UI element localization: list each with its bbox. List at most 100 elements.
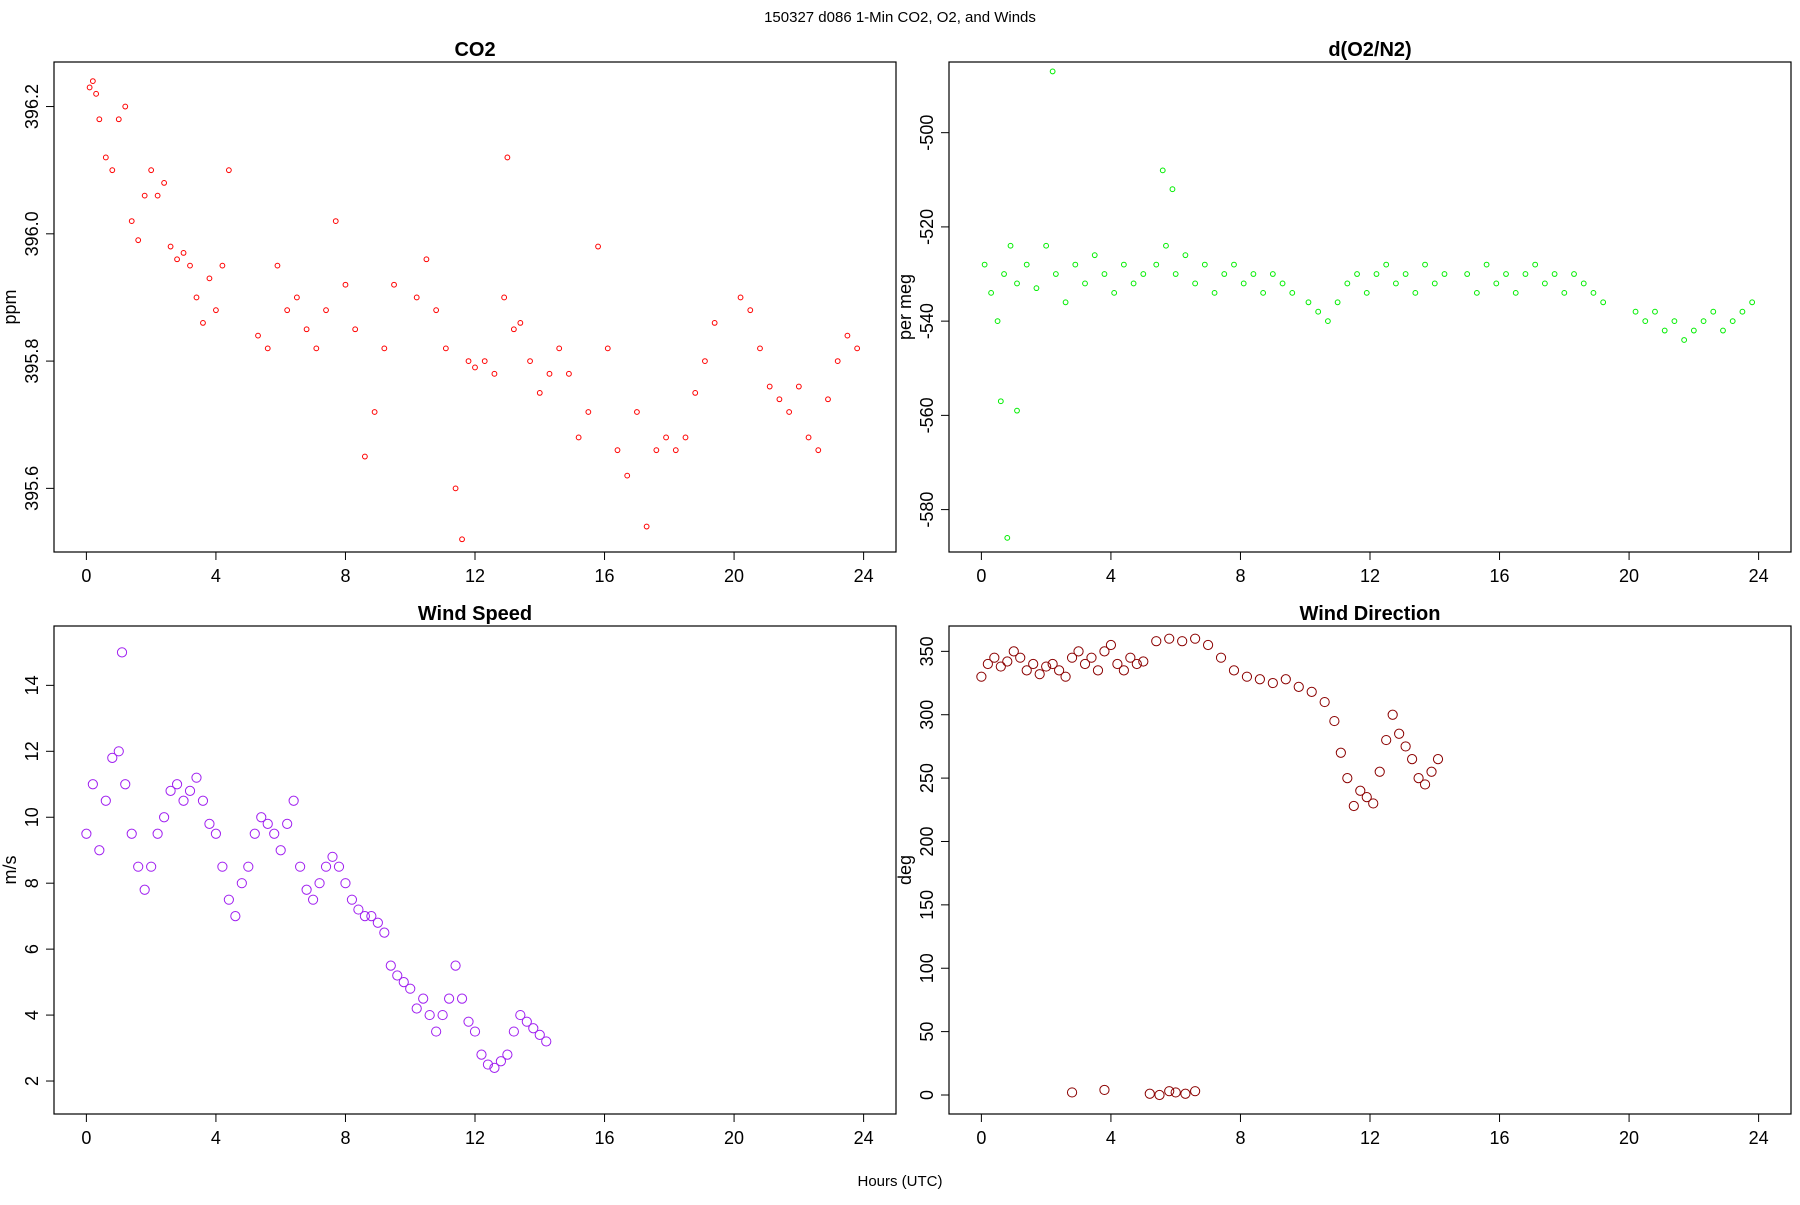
data-point bbox=[504, 154, 511, 161]
data-point bbox=[1066, 1087, 1078, 1098]
data-point bbox=[1269, 271, 1276, 277]
data-point bbox=[1407, 753, 1418, 765]
data-point bbox=[976, 671, 987, 682]
data-point bbox=[1413, 773, 1424, 784]
data-point bbox=[100, 795, 111, 806]
data-point bbox=[413, 294, 420, 301]
x-tick-label: 24 bbox=[854, 1128, 874, 1148]
data-point bbox=[1004, 534, 1011, 541]
data-point bbox=[995, 661, 1006, 672]
data-point bbox=[989, 652, 1000, 663]
data-point bbox=[210, 828, 222, 839]
x-tick-label: 20 bbox=[724, 1128, 744, 1148]
x-tick-label: 8 bbox=[340, 566, 350, 586]
data-point bbox=[165, 785, 176, 796]
data-points bbox=[976, 633, 1444, 1101]
data-point bbox=[274, 262, 281, 269]
data-point bbox=[1144, 1088, 1155, 1099]
data-point bbox=[1394, 728, 1405, 739]
data-point bbox=[361, 453, 368, 460]
data-point bbox=[1522, 271, 1529, 277]
data-point bbox=[702, 358, 708, 364]
data-point bbox=[1007, 242, 1014, 249]
data-point bbox=[1182, 252, 1189, 259]
data-point bbox=[1151, 636, 1162, 647]
y-axis-label: m/s bbox=[0, 856, 20, 885]
data-point bbox=[1551, 271, 1558, 277]
chart-o2: d(O2/N2) 0 4 8 12 16 20 24 -580 -560 -540 -520 -500 p… bbox=[895, 39, 1792, 586]
data-point bbox=[1402, 271, 1409, 277]
chart-title: Wind Direction bbox=[1300, 603, 1441, 625]
y-tick-label: 395.8 bbox=[22, 339, 42, 384]
data-point bbox=[481, 358, 488, 364]
x-tick-label: 4 bbox=[1106, 566, 1116, 586]
y-tick-label: -560 bbox=[917, 397, 937, 433]
y-tick-label: 395.6 bbox=[22, 466, 42, 511]
data-point bbox=[249, 828, 260, 839]
data-point bbox=[223, 894, 234, 905]
data-point bbox=[256, 812, 267, 823]
data-point bbox=[1383, 261, 1390, 268]
chart-title: d(O2/N2) bbox=[1328, 39, 1411, 61]
data-point bbox=[1164, 1086, 1175, 1097]
y-axis-label: deg bbox=[895, 855, 915, 885]
y-tick-label: 12 bbox=[22, 741, 42, 761]
data-point bbox=[398, 977, 409, 988]
data-point bbox=[1001, 271, 1007, 277]
data-point bbox=[1180, 1088, 1191, 1099]
data-point bbox=[1034, 669, 1045, 680]
data-point bbox=[711, 320, 718, 326]
data-point bbox=[113, 746, 124, 757]
data-point bbox=[1319, 696, 1330, 708]
data-point bbox=[411, 1003, 422, 1014]
data-point bbox=[1532, 261, 1539, 268]
data-point bbox=[988, 289, 994, 296]
data-point bbox=[275, 845, 286, 856]
data-point bbox=[191, 772, 202, 783]
x-tick-label: 4 bbox=[1106, 1128, 1116, 1148]
data-point bbox=[1334, 299, 1341, 306]
data-point bbox=[1363, 289, 1370, 296]
data-point bbox=[346, 894, 358, 905]
y-tick-label: 200 bbox=[917, 826, 937, 856]
data-point bbox=[1008, 646, 1019, 657]
data-point bbox=[418, 993, 429, 1004]
data-point bbox=[844, 332, 851, 339]
x-tick-label: 20 bbox=[724, 566, 744, 586]
x-tick-label: 0 bbox=[976, 1128, 986, 1148]
data-point bbox=[1344, 280, 1351, 287]
data-point bbox=[1211, 289, 1218, 296]
data-point bbox=[1289, 289, 1296, 296]
data-point bbox=[1131, 658, 1142, 670]
data-point bbox=[663, 434, 669, 441]
x-tick-label: 12 bbox=[465, 1128, 485, 1148]
data-point bbox=[1681, 337, 1688, 343]
data-point bbox=[1099, 646, 1110, 657]
x-tick-label: 24 bbox=[1749, 1128, 1769, 1148]
data-point bbox=[1503, 271, 1509, 277]
data-point bbox=[1159, 167, 1166, 174]
data-point bbox=[126, 828, 137, 839]
y-tick-label: 0 bbox=[917, 1090, 937, 1100]
y-axis-label: per meg bbox=[895, 274, 915, 340]
data-point bbox=[1541, 280, 1548, 287]
data-point bbox=[1105, 639, 1117, 651]
data-point bbox=[653, 447, 660, 454]
data-point bbox=[495, 1056, 507, 1067]
plot-frame bbox=[53, 625, 897, 1115]
data-point bbox=[534, 1029, 545, 1040]
data-point bbox=[502, 1049, 513, 1060]
data-point bbox=[1652, 308, 1658, 315]
data-point bbox=[1125, 652, 1136, 663]
data-point bbox=[1190, 1086, 1201, 1097]
y-tick-label: 10 bbox=[22, 807, 42, 827]
x-tick-label: 12 bbox=[465, 566, 485, 586]
data-point bbox=[1169, 186, 1176, 193]
data-point bbox=[1329, 715, 1340, 727]
data-point bbox=[566, 370, 572, 377]
data-point bbox=[501, 294, 508, 301]
data-point bbox=[1473, 289, 1480, 296]
data-point bbox=[643, 523, 650, 530]
